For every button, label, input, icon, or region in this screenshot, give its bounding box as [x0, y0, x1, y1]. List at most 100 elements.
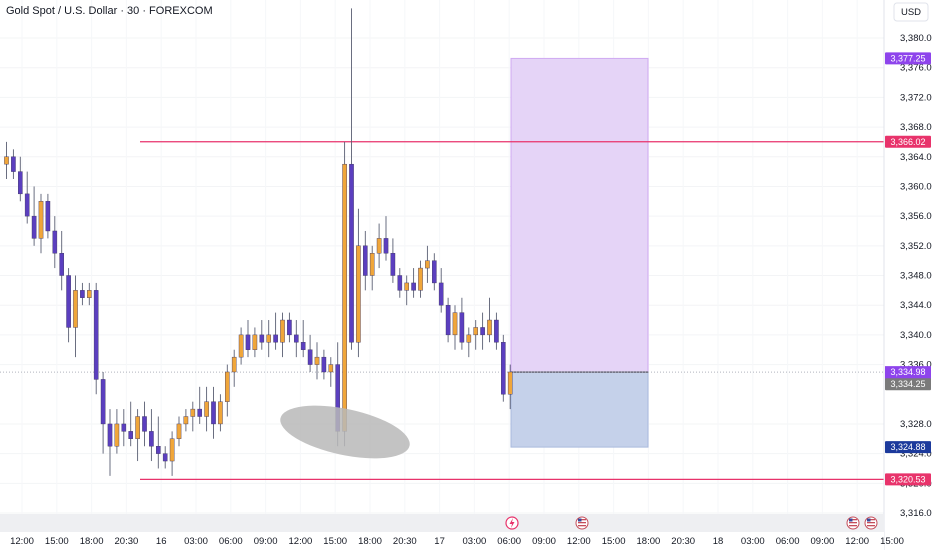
- candle-body: [266, 334, 272, 343]
- price-tick-label: 3,380.00: [900, 33, 932, 44]
- candle-body: [425, 260, 430, 269]
- target-price-tag: [885, 52, 931, 65]
- candle-body: [24, 193, 30, 217]
- stop-price-tag-text: 3,324.88: [890, 442, 925, 452]
- candle-body: [66, 275, 71, 328]
- candle-body: [211, 401, 216, 425]
- candle-body: [190, 408, 196, 417]
- candle-body: [121, 423, 127, 432]
- candle-body: [38, 201, 44, 239]
- price-tick-label: 3,340.00: [900, 330, 932, 341]
- time-tick-label: 18:00: [358, 536, 382, 547]
- time-tick-label: 06:00: [497, 536, 521, 547]
- candle-body: [259, 334, 265, 343]
- position-zones[interactable]: [510, 57, 649, 448]
- candle-body: [11, 156, 16, 172]
- horizontal-levels[interactable]: [0, 141, 884, 481]
- target-price-tag-text: 3,377.25: [890, 53, 925, 63]
- stop-zone[interactable]: [510, 371, 649, 448]
- flag-stripe: [578, 519, 586, 521]
- current-price-tag-text: 3,334.25: [890, 379, 925, 389]
- price-tick-label: 3,344.00: [900, 300, 932, 311]
- price-axis-panel[interactable]: [884, 0, 932, 550]
- target-zone[interactable]: [510, 57, 649, 373]
- time-tick-label: 15:00: [880, 536, 904, 547]
- candle-body: [459, 312, 465, 343]
- time-tick-label: 18: [713, 536, 724, 547]
- flag-stripe: [867, 519, 875, 521]
- candle-body: [86, 290, 92, 298]
- time-tick-label: 03:00: [741, 536, 765, 547]
- price-tick-label: 3,324.00: [900, 449, 932, 460]
- flag-stripe: [578, 525, 586, 527]
- candle-body: [107, 423, 113, 447]
- price-tick-label: 3,360.00: [900, 181, 932, 192]
- candle-body: [321, 356, 327, 373]
- price-tick-label: 3,352.00: [900, 241, 932, 252]
- price-tick-label: 3,376.00: [900, 63, 932, 74]
- time-tick-label: 20:30: [671, 536, 695, 547]
- time-tick-label: 06:00: [219, 536, 243, 547]
- time-tick-label: 12:00: [10, 536, 34, 547]
- candle-body: [376, 238, 382, 254]
- time-tick-label: 15:00: [323, 536, 347, 547]
- candle-body: [31, 215, 37, 239]
- candle-body: [176, 423, 182, 439]
- candle-body: [169, 438, 175, 462]
- candle-body: [93, 290, 99, 380]
- level-price-tag-low: [885, 473, 931, 486]
- candle-body: [52, 230, 58, 254]
- candle-body: [397, 275, 403, 291]
- time-axis: 12:00 15:00 18:00 20:30 16 03:00 06:00 09:00 12:…: [10, 536, 904, 547]
- candle-body: [135, 416, 140, 439]
- candle-body: [432, 260, 437, 284]
- currency-button-frame[interactable]: [893, 2, 929, 22]
- candle-body: [142, 416, 147, 432]
- flag-stripe: [867, 525, 875, 527]
- price-tick-label: 3,316.00: [900, 508, 932, 519]
- candle-body: [411, 282, 416, 291]
- candle-body: [80, 290, 85, 298]
- highlight-ellipse[interactable]: [276, 396, 415, 468]
- current-price-tag: [885, 378, 931, 391]
- candle-body: [328, 364, 334, 373]
- time-tick-label: 17: [434, 536, 445, 547]
- flag-stripe: [849, 522, 857, 524]
- events-strip: [0, 514, 884, 532]
- overlay: [276, 396, 415, 468]
- candle-body: [342, 163, 347, 432]
- candle-body: [294, 334, 299, 343]
- time-tick-label: 03:00: [463, 536, 487, 547]
- events-row[interactable]: [505, 516, 878, 530]
- time-tick-label: 03:00: [184, 536, 208, 547]
- candle-body: [307, 349, 313, 365]
- time-tick-label: 18:00: [637, 536, 661, 547]
- candle-body: [183, 416, 189, 425]
- time-tick-label: 09:00: [532, 536, 556, 547]
- last-price-value: 3,334.98: [890, 367, 925, 377]
- price-tick-label: 3,368.00: [900, 122, 932, 133]
- time-tick-label: 12:00: [289, 536, 313, 547]
- candles: [4, 8, 513, 476]
- time-tick-label: 12:00: [845, 536, 869, 547]
- candle-body: [197, 408, 203, 417]
- candle-body: [245, 334, 251, 350]
- time-tick-label: 15:00: [602, 536, 626, 547]
- flag-stripe: [578, 522, 586, 524]
- candle-body: [273, 334, 278, 343]
- level-price-tag-text: 3,366.02: [890, 137, 925, 147]
- candle-body: [100, 379, 106, 425]
- time-tick-label: 09:00: [254, 536, 278, 547]
- candle-body: [418, 267, 423, 291]
- candle-body: [114, 423, 120, 447]
- time-tick-label: 18:00: [80, 536, 104, 547]
- candle-body: [300, 342, 306, 350]
- price-tick-label: 3,356.00: [900, 211, 932, 222]
- candle-body: [204, 401, 209, 417]
- candle-body: [252, 334, 258, 350]
- candle-body: [466, 334, 472, 343]
- candle-body: [218, 401, 223, 425]
- currency-button[interactable]: USD: [901, 7, 921, 18]
